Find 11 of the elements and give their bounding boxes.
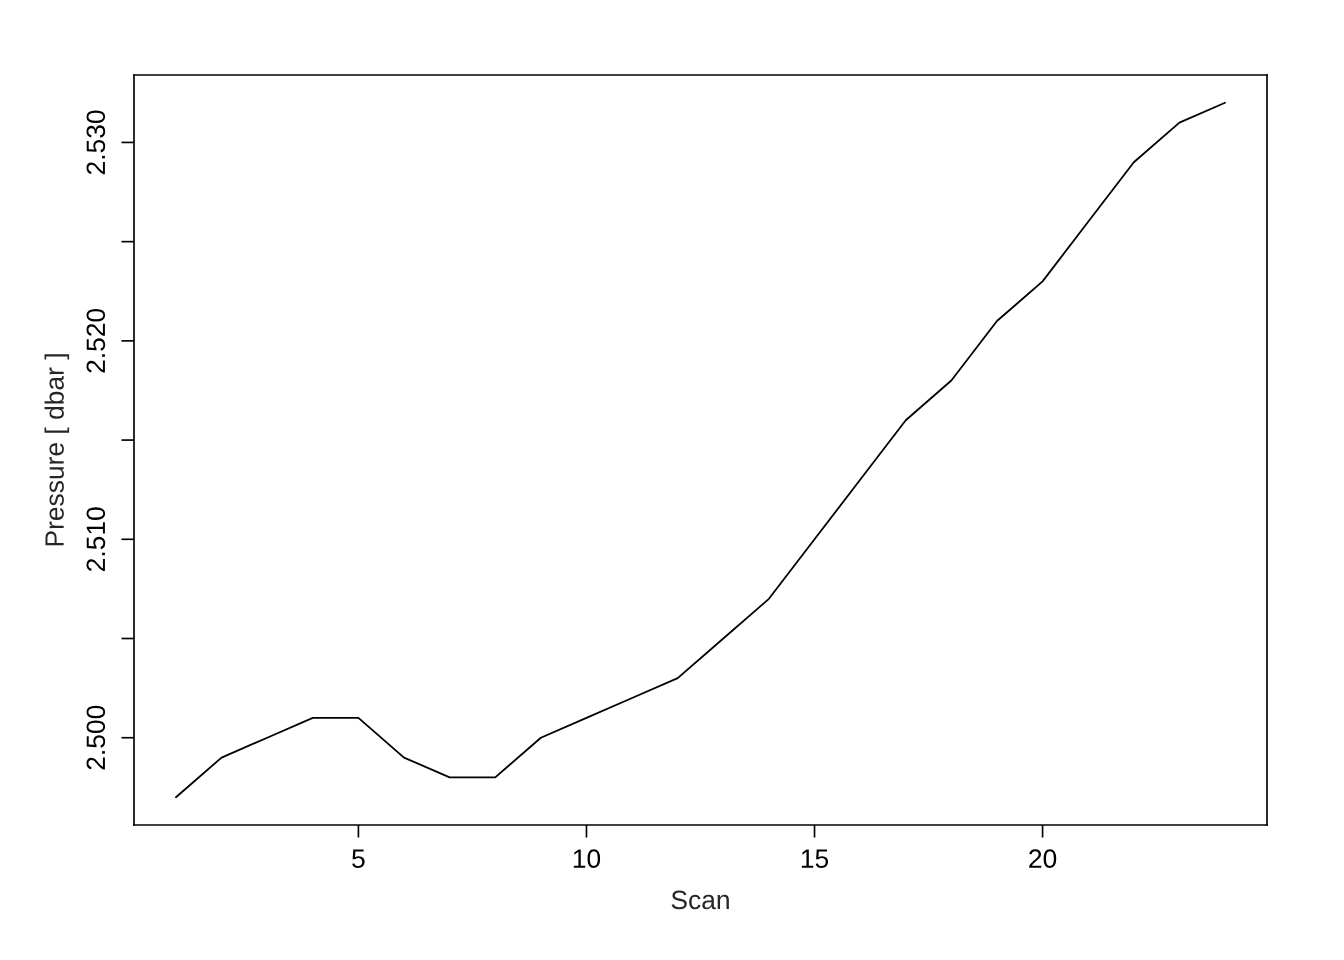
x-axis-title: Scan	[671, 890, 729, 910]
y-tick-label: 2.530	[86, 110, 106, 175]
y-tick-label: 2.510	[86, 507, 106, 571]
y-tick-label: 2.500	[86, 705, 106, 770]
x-tick-label: 5	[352, 849, 365, 869]
y-tick-label: 2.520	[86, 308, 106, 373]
y-axis-title: Pressure [ dbar ]	[44, 354, 70, 546]
x-tick-label: 10	[573, 849, 601, 869]
x-tick-label: 20	[1029, 849, 1057, 869]
x-tick-label: 15	[801, 849, 829, 869]
line-series	[175, 101, 1226, 799]
